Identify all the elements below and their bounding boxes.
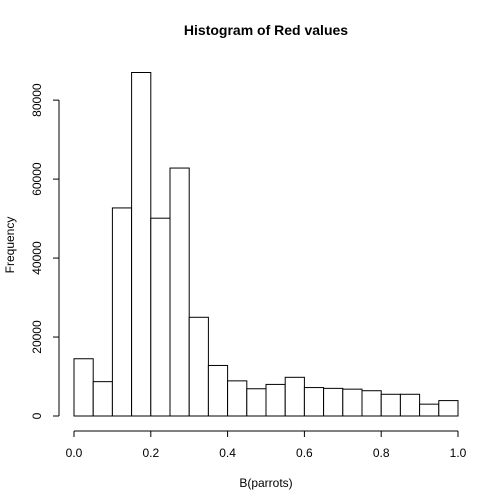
chart-title: Histogram of Red values bbox=[184, 22, 348, 38]
x-tick-label: 0.6 bbox=[296, 446, 313, 460]
histogram-bar bbox=[265, 383, 286, 417]
bars-group bbox=[73, 72, 459, 417]
histogram-bar bbox=[399, 393, 421, 417]
histogram-bar bbox=[380, 393, 401, 417]
histogram-bar bbox=[169, 167, 190, 417]
y-tick-label: 60000 bbox=[30, 162, 44, 196]
histogram-bar bbox=[323, 387, 344, 417]
histogram-bar bbox=[303, 387, 325, 417]
histogram-bar bbox=[131, 72, 152, 417]
histogram-bar bbox=[207, 364, 229, 417]
y-axis-label: Frequency bbox=[3, 217, 17, 274]
y-axis: 0 20000 40000 60000 80000 bbox=[30, 83, 60, 419]
y-tick-label: 20000 bbox=[30, 320, 44, 354]
histogram-bar bbox=[284, 376, 305, 417]
x-tick-label: 0.0 bbox=[66, 446, 83, 460]
x-axis: 0.0 0.2 0.4 0.6 0.8 1.0 bbox=[66, 430, 467, 460]
histogram-bar bbox=[361, 390, 382, 417]
histogram-bar bbox=[150, 217, 171, 417]
histogram-bar bbox=[111, 207, 133, 417]
histogram-bar bbox=[438, 400, 459, 417]
x-axis-label: B(parrots) bbox=[239, 476, 292, 490]
histogram-bar bbox=[92, 381, 113, 417]
histogram-bar bbox=[342, 388, 363, 417]
x-tick-label: 0.8 bbox=[373, 446, 390, 460]
y-tick-label: 80000 bbox=[30, 83, 44, 117]
histogram-bar bbox=[188, 316, 209, 417]
x-tick-label: 1.0 bbox=[450, 446, 467, 460]
x-tick-label: 0.4 bbox=[219, 446, 236, 460]
histogram-bar bbox=[246, 388, 267, 417]
histogram-bar bbox=[227, 380, 248, 417]
histogram-bar bbox=[73, 358, 94, 417]
y-tick-label: 40000 bbox=[30, 241, 44, 275]
y-tick-label: 0 bbox=[30, 412, 44, 419]
x-tick-label: 0.2 bbox=[142, 446, 159, 460]
histogram-bar bbox=[419, 403, 440, 417]
